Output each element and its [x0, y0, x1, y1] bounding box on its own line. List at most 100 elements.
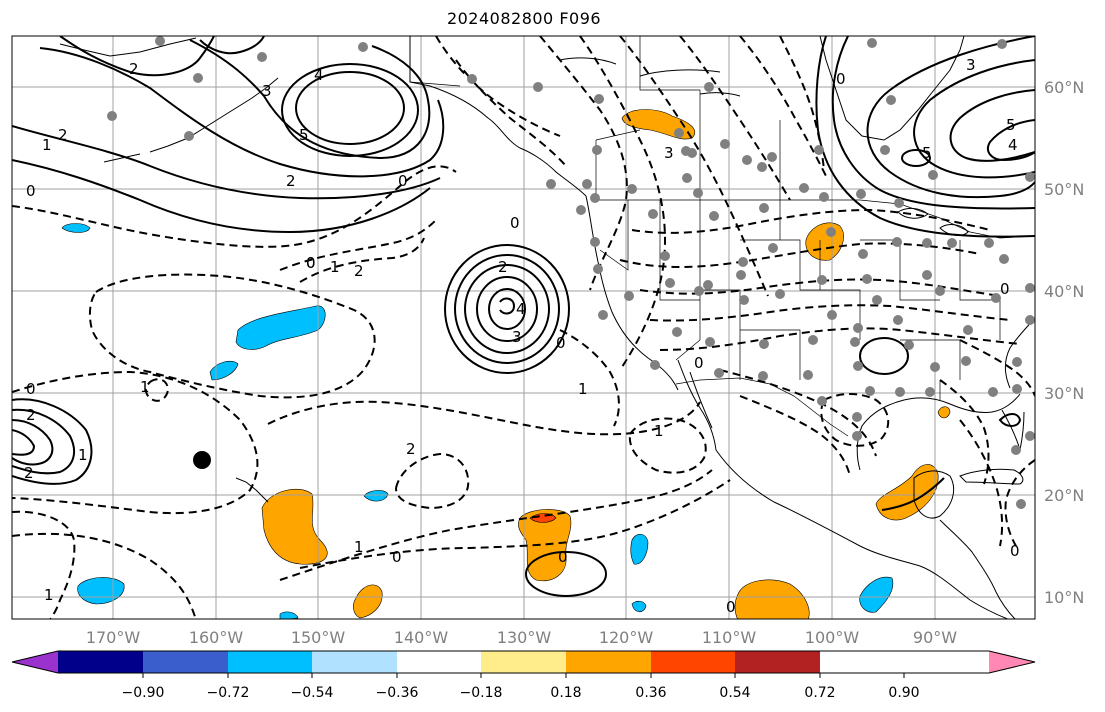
clabel-alaska-3: 3 [262, 82, 272, 100]
solid-contours [12, 36, 1035, 597]
colorbar-label-6: 0.36 [635, 685, 666, 701]
dash-big-canada5 [739, 36, 829, 181]
clabel-east-4: 4 [1008, 136, 1018, 154]
contour-alaska-2b [12, 125, 441, 200]
lon-label-100w: 100°W [805, 628, 860, 647]
colorbar-segment-9 [735, 651, 820, 673]
colorbar-label-9: 0.90 [888, 685, 919, 701]
colorbar-label-2: −0.54 [291, 685, 334, 701]
dash-1-circle [144, 378, 170, 402]
shade-blue-pac-small [209, 360, 239, 381]
contour-gulf-yuc [881, 477, 945, 511]
dash-alaska-3 [455, 59, 567, 167]
colorbar-segment-4 [312, 651, 397, 673]
contour-alaska-2a [39, 47, 445, 178]
dash-sw-curve [559, 329, 620, 427]
dash-south-0 [12, 532, 197, 619]
lon-label-150w: 150°W [291, 628, 346, 647]
mexico-west [715, 449, 1009, 619]
contour-labels: 2 3 4 5 2 1 2 0 0 0 1 2 2 4 3 0 0 0 1 2 … [24, 56, 1020, 616]
contour-west-1 [12, 408, 76, 475]
clabel-west-2b: 2 [24, 464, 34, 482]
clabel-low-2b: 2 [498, 258, 508, 276]
colorbar: −0.90 −0.72 −0.54 −0.36 −0.18 0.18 0.36 … [11, 650, 1036, 701]
contour-west-4 [12, 429, 36, 456]
clabel-alaska-4: 4 [314, 66, 324, 84]
alaska-canada-border [409, 36, 461, 87]
contour-alaska-5 [295, 71, 405, 145]
dash-big-canada2 [579, 36, 666, 371]
contour-east-3 [831, 36, 1035, 210]
yucatan [913, 470, 955, 519]
us-mexico-border [675, 377, 849, 437]
contour-west-2 [12, 398, 93, 485]
lon-label-110w: 110°W [702, 628, 757, 647]
contour-east-4 [986, 119, 1035, 162]
clabel-west-0: 0 [510, 214, 520, 232]
hawaii-islands [235, 477, 269, 503]
colorbar-segment-6 [481, 651, 566, 673]
contour-alaska-1 [12, 159, 431, 234]
contour-gulf-solid [859, 337, 909, 375]
colorbar-label-3: −0.36 [376, 685, 419, 701]
colorbar-label-0: −0.90 [122, 685, 165, 701]
dash-big-canada3 [619, 36, 769, 297]
clabel-east-0: 0 [836, 70, 846, 88]
clabel-low-0: 0 [556, 334, 566, 352]
clabel-mex-0: 0 [392, 548, 402, 566]
aleutians-b [103, 153, 141, 163]
shade-orange-eastpac [734, 579, 810, 619]
dash-0-west [12, 370, 259, 515]
clabel-east-5b: 5 [922, 144, 932, 162]
colorbar-label-8: 0.72 [804, 685, 835, 701]
shade-orange-fl [937, 406, 951, 419]
dash-2-south [395, 452, 470, 510]
dash-1-south [279, 469, 713, 581]
contour-low-ring3 [464, 264, 550, 354]
colorbar-segment-7 [566, 651, 651, 673]
dash-1-west [12, 510, 76, 619]
clabel-hi-1: 1 [354, 538, 364, 556]
contour-low-ring4 [476, 276, 538, 342]
colorbar-segments [12, 651, 1035, 673]
longitude-axis: 170°W 160°W 150°W 140°W 130°W 120°W 110°… [86, 628, 957, 647]
graticule [12, 36, 1035, 619]
clabel-hi-2: 2 [406, 440, 416, 458]
contour-fl-solid [998, 413, 1022, 427]
clabel-can-3: 3 [664, 144, 674, 162]
lon-label-170w: 170°W [86, 628, 141, 647]
clabel-neg-1: 1 [330, 258, 340, 276]
contour-ne-3 [199, 36, 265, 55]
clabel-neg-0b: 0 [306, 254, 316, 272]
colorbar-ticks [142, 673, 905, 678]
shade-blue-small3 [631, 600, 647, 613]
colorbar-segment-0 [12, 651, 58, 673]
clabel-west-0b: 0 [26, 380, 36, 398]
dash-big-canada4 [679, 36, 791, 201]
contour-mex-solid [525, 551, 607, 597]
clabel-west-1: 1 [140, 378, 150, 396]
dash-mex-2 [739, 395, 851, 477]
lat-label-40n: 40°N [1044, 282, 1084, 301]
canada-us-border [596, 199, 1035, 239]
shaded-anomaly-regions [61, 109, 951, 619]
colorbar-label-4: −0.18 [460, 685, 503, 701]
dash-1-trop [628, 417, 707, 474]
shade-blue-trop2 [859, 576, 894, 613]
clabel-neg-0: 0 [398, 172, 408, 190]
clabel-west-2: 2 [26, 406, 36, 424]
dash-e-4 [1004, 459, 1035, 547]
station-dots [107, 36, 1035, 509]
clabel-low-4: 4 [516, 300, 526, 318]
dash-e-1 [959, 339, 1035, 397]
contour-alaska-3 [189, 39, 431, 160]
dash-1-pac [279, 219, 437, 271]
lon-label-90w: 90°W [913, 628, 957, 647]
clabel-west-1b: 1 [78, 446, 88, 464]
dashed-contours [12, 36, 1035, 619]
clabel-low-3: 3 [512, 328, 522, 346]
clabel-east-5: 5 [1006, 116, 1016, 134]
aleutians [149, 77, 279, 153]
contour-low-inner [499, 297, 516, 315]
